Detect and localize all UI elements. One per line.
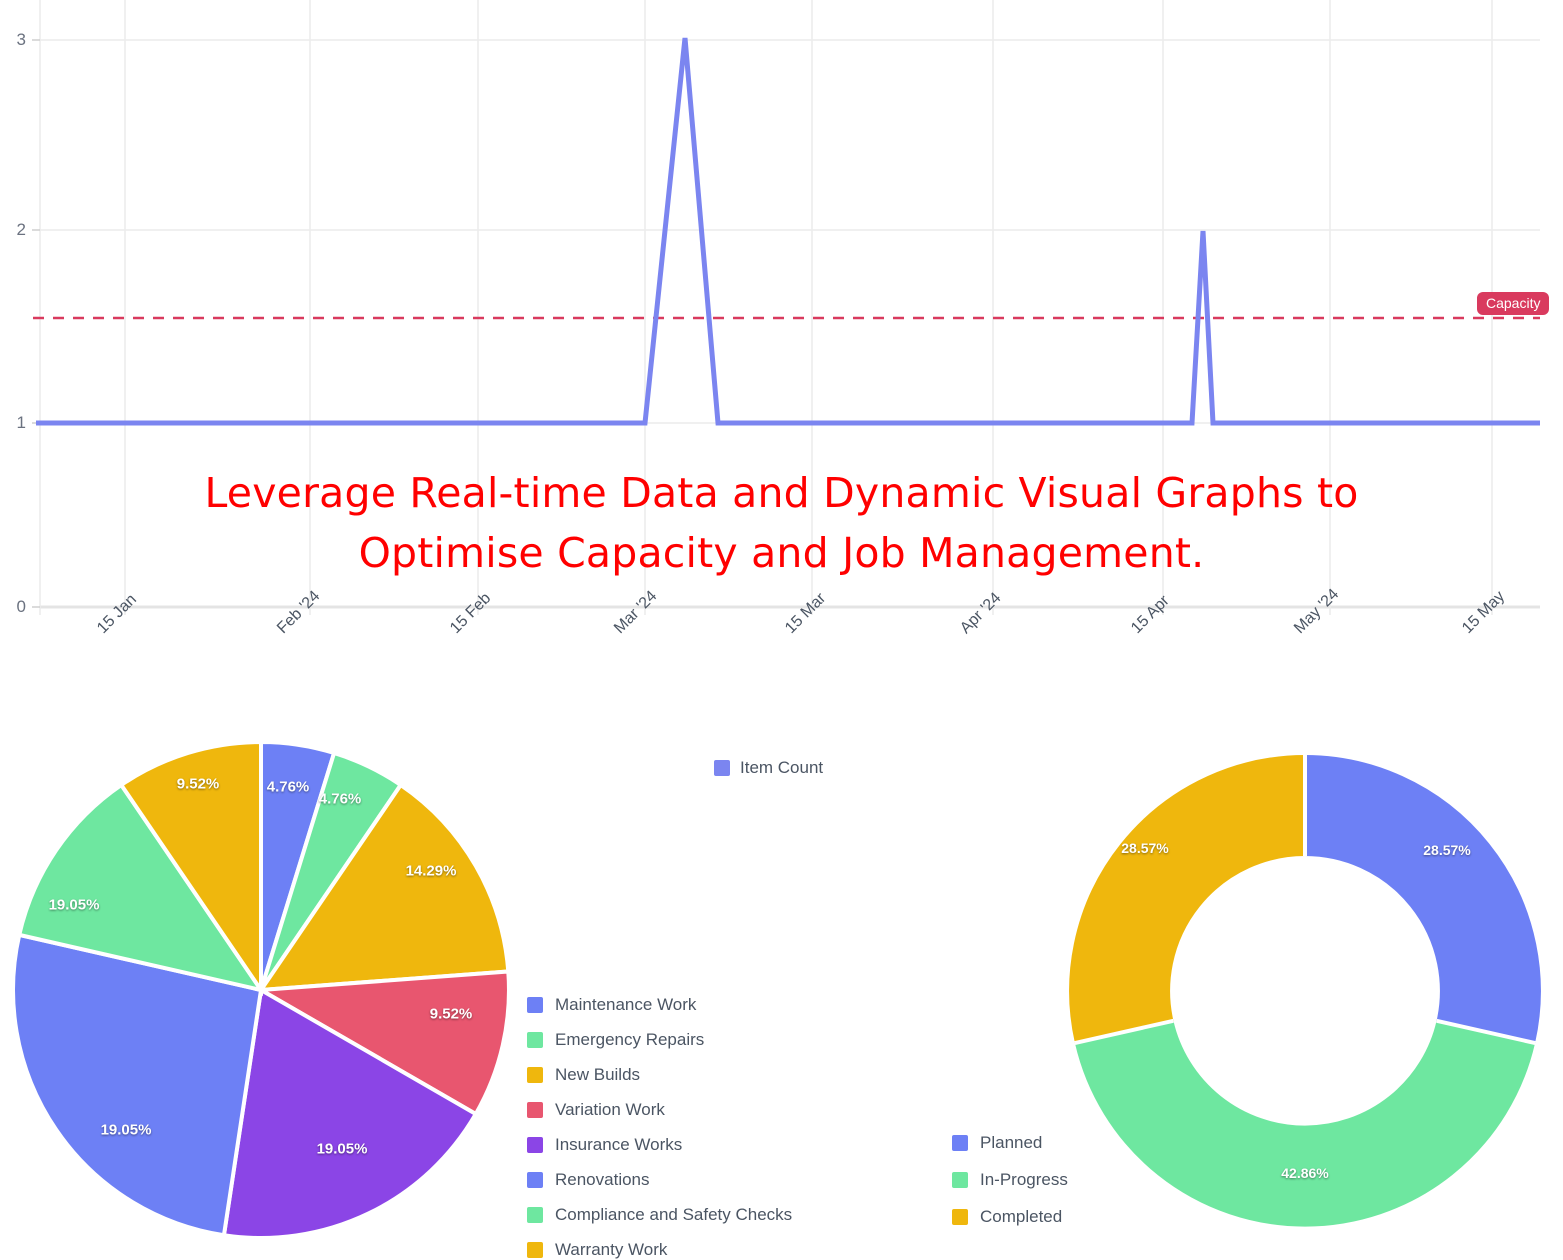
pie-slice-label: 9.52% bbox=[429, 1005, 473, 1023]
legend-label: Variation Work bbox=[555, 1100, 665, 1119]
pie-slice-label: 19.05% bbox=[100, 1121, 152, 1139]
donut-slice[interactable] bbox=[1069, 755, 1307, 1043]
legend-item-compliance-and-safety-checks[interactable]: Compliance and Safety Checks bbox=[527, 1205, 792, 1225]
pie-slice[interactable] bbox=[118, 739, 263, 997]
legend-label: Compliance and Safety Checks bbox=[555, 1205, 793, 1224]
legend-label: Renovations bbox=[555, 1170, 650, 1189]
pie-slice[interactable] bbox=[254, 969, 511, 1117]
pie-slice[interactable] bbox=[257, 782, 511, 993]
y-tick-marks bbox=[32, 39, 40, 608]
pie-slice-label: 9.52% bbox=[176, 775, 220, 793]
pie-slice[interactable] bbox=[11, 932, 264, 1238]
legend-label: Emergency Repairs bbox=[555, 1030, 705, 1049]
legend-item-in-progress[interactable]: In-Progress bbox=[952, 1170, 1068, 1190]
donut-slice-label: 28.57% bbox=[1423, 842, 1471, 858]
pie-slice-label: 19.05% bbox=[316, 1140, 368, 1158]
pie-slice-label: 4.76% bbox=[266, 778, 310, 796]
pie-slice-label: 14.29% bbox=[405, 862, 457, 880]
vertical-gridlines bbox=[39, 0, 1493, 615]
legend-label: In-Progress bbox=[980, 1170, 1068, 1189]
legend-swatch-icon bbox=[952, 1135, 968, 1151]
legend-label: Completed bbox=[980, 1207, 1063, 1226]
y-tick-label: 1 bbox=[16, 413, 26, 432]
legend-swatch-icon bbox=[952, 1172, 968, 1188]
capacity-badge[interactable]: Capacity bbox=[1477, 292, 1550, 315]
legend-item-variation-work[interactable]: Variation Work bbox=[527, 1100, 792, 1120]
pie-slice-label: 4.76% bbox=[318, 790, 362, 808]
legend-item-insurance-works[interactable]: Insurance Works bbox=[527, 1135, 792, 1155]
legend-item-completed[interactable]: Completed bbox=[952, 1207, 1068, 1227]
pie-chart-svg bbox=[11, 739, 511, 1240]
horizontal-gridlines bbox=[40, 39, 1540, 609]
y-tick-label: 2 bbox=[16, 220, 26, 239]
legend-swatch-icon bbox=[714, 760, 730, 776]
legend-label: Planned bbox=[980, 1133, 1043, 1152]
y-tick-label: 3 bbox=[16, 30, 26, 49]
pie-slice-label: 19.05% bbox=[48, 896, 100, 914]
legend-label: New Builds bbox=[555, 1065, 641, 1084]
legend-swatch-icon bbox=[527, 1207, 543, 1223]
legend-swatch-icon bbox=[527, 1172, 543, 1188]
legend-item-maintenance-work[interactable]: Maintenance Work bbox=[527, 995, 792, 1015]
legend-swatch-icon bbox=[527, 997, 543, 1013]
job-type-legend: Maintenance Work Emergency Repairs New B… bbox=[527, 995, 792, 1260]
legend-swatch-icon bbox=[527, 1137, 543, 1153]
job-status-legend: Planned In-Progress Completed bbox=[952, 1133, 1068, 1227]
capacity-timeline-chart: 3 2 1 0 15 Jan Feb '24 15 Feb Mar '24 15… bbox=[16, 0, 1550, 637]
job-status-donut-chart: 28.57% 42.86% 28.57% bbox=[1055, 720, 1563, 1250]
legend-item-new-builds[interactable]: New Builds bbox=[527, 1065, 792, 1085]
legend-swatch-icon bbox=[527, 1102, 543, 1118]
donut-slice[interactable] bbox=[1074, 1019, 1536, 1227]
y-tick-label: 0 bbox=[16, 597, 26, 616]
legend-item-emergency-repairs[interactable]: Emergency Repairs bbox=[527, 1030, 792, 1050]
legend-swatch-icon bbox=[952, 1209, 968, 1225]
donut-slice-label: 42.86% bbox=[1281, 1165, 1329, 1181]
legend-item-warranty-work[interactable]: Warranty Work bbox=[527, 1240, 792, 1260]
legend-swatch-icon bbox=[527, 1032, 543, 1048]
donut-chart-svg bbox=[1069, 755, 1541, 1227]
pie-slice[interactable] bbox=[221, 986, 479, 1240]
legend-item-planned[interactable]: Planned bbox=[952, 1133, 1068, 1153]
legend-label: Warranty Work bbox=[555, 1240, 668, 1259]
legend-label: Insurance Works bbox=[555, 1135, 683, 1154]
legend-label: Maintenance Work bbox=[555, 995, 697, 1014]
item-count-series-line bbox=[36, 37, 1540, 426]
legend-swatch-icon bbox=[527, 1242, 543, 1258]
legend-swatch-icon bbox=[527, 1067, 543, 1083]
pie-slice[interactable] bbox=[16, 782, 266, 994]
item-count-legend[interactable]: Item Count bbox=[714, 758, 823, 778]
donut-slice-label: 28.57% bbox=[1121, 840, 1169, 856]
item-count-legend-label: Item Count bbox=[740, 758, 824, 777]
donut-slice[interactable] bbox=[1303, 755, 1541, 1043]
legend-item-renovations[interactable]: Renovations bbox=[527, 1170, 792, 1190]
job-type-pie-chart: 4.76% 4.76% 14.29% 9.52% 19.05% 19.05% 1… bbox=[0, 720, 540, 1250]
